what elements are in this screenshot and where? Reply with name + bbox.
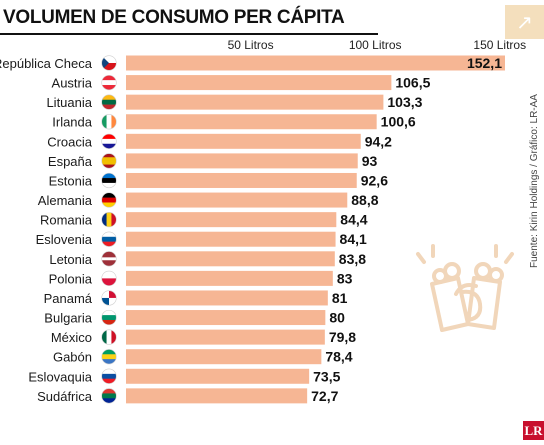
bar [126,368,310,384]
country-label: Polonia [49,271,93,286]
bar [126,75,392,91]
bar [126,388,308,404]
flag-icon [101,172,117,189]
value-label: 103,3 [387,94,422,110]
beer-mugs-toast-icon [416,244,514,332]
value-label: 84,4 [340,212,367,228]
flag-icon [101,329,117,345]
country-label: Panamá [44,291,93,306]
arrow-up-right-icon[interactable]: ↗ [505,5,544,39]
value-label: 73,5 [313,368,340,384]
flag-icon [101,114,117,130]
bar [126,192,348,208]
bar [126,114,377,130]
country-label: Bulgaria [44,311,92,326]
value-label: 81 [332,290,348,306]
value-label: 106,5 [395,75,430,91]
bar [126,231,336,247]
value-label: 80 [329,310,345,326]
value-label: 92,6 [361,172,388,188]
bar [126,270,333,286]
flag-icon [101,309,117,326]
country-label: Estonia [49,173,93,188]
lr-logo: LR [523,421,544,440]
bar [126,251,335,267]
value-label: 152,1 [467,55,502,71]
flag-icon [101,290,117,306]
flag-icon [101,55,117,71]
flag-icon [101,270,117,286]
country-label: Gabón [53,350,92,365]
value-label: 93 [362,153,378,169]
flag-icon [101,212,117,228]
country-label: Alemania [38,193,93,208]
tick-label: 50 Litros [228,38,274,52]
bar [126,212,337,228]
flag-icon [101,251,117,267]
value-label: 78,4 [325,349,352,365]
bar [126,329,325,345]
bar [126,55,505,71]
value-label: 88,8 [351,192,378,208]
country-label: Croacia [47,134,93,149]
title-underline [0,33,378,35]
source-credit: Fuente: Kirin Holdings / Gráfico: LR-AA [529,94,540,268]
country-label: España [48,154,93,169]
flag-icon [101,388,117,404]
bar [126,290,328,306]
country-label: México [51,330,92,345]
bar [126,94,384,110]
country-label: Eslovaquia [28,369,92,384]
tick-label: 100 Litros [349,38,402,52]
flag-icon [101,94,117,110]
value-label: 84,1 [340,231,367,247]
bar [126,153,358,169]
country-label: Lituania [46,95,92,110]
bar [126,172,357,188]
tick-label: 150 Litros [473,38,526,52]
flag-icon [101,74,117,91]
value-label: 83 [337,270,353,286]
country-label: Romania [40,213,93,228]
country-label: Eslovenia [36,232,93,247]
flag-icon [101,192,117,208]
bar [126,133,361,149]
value-label: 100,6 [381,114,416,130]
country-label: Austria [52,76,93,91]
value-label: 83,8 [339,251,366,267]
flag-icon [101,349,117,365]
chart-title: VOLUMEN DE CONSUMO PER CÁPITA [3,7,345,28]
country-label: Letonia [49,252,92,267]
bar [126,310,326,326]
flag-icon [101,231,117,247]
country-label: República Checa [0,56,93,71]
flag-icon [101,153,117,169]
flag-icon [101,368,117,384]
country-label: Sudáfrica [37,389,93,404]
value-label: 79,8 [329,329,356,345]
country-label: Irlanda [52,115,93,130]
value-label: 94,2 [365,133,392,149]
value-label: 72,7 [311,388,338,404]
flag-icon [101,133,117,149]
bar [126,349,322,365]
